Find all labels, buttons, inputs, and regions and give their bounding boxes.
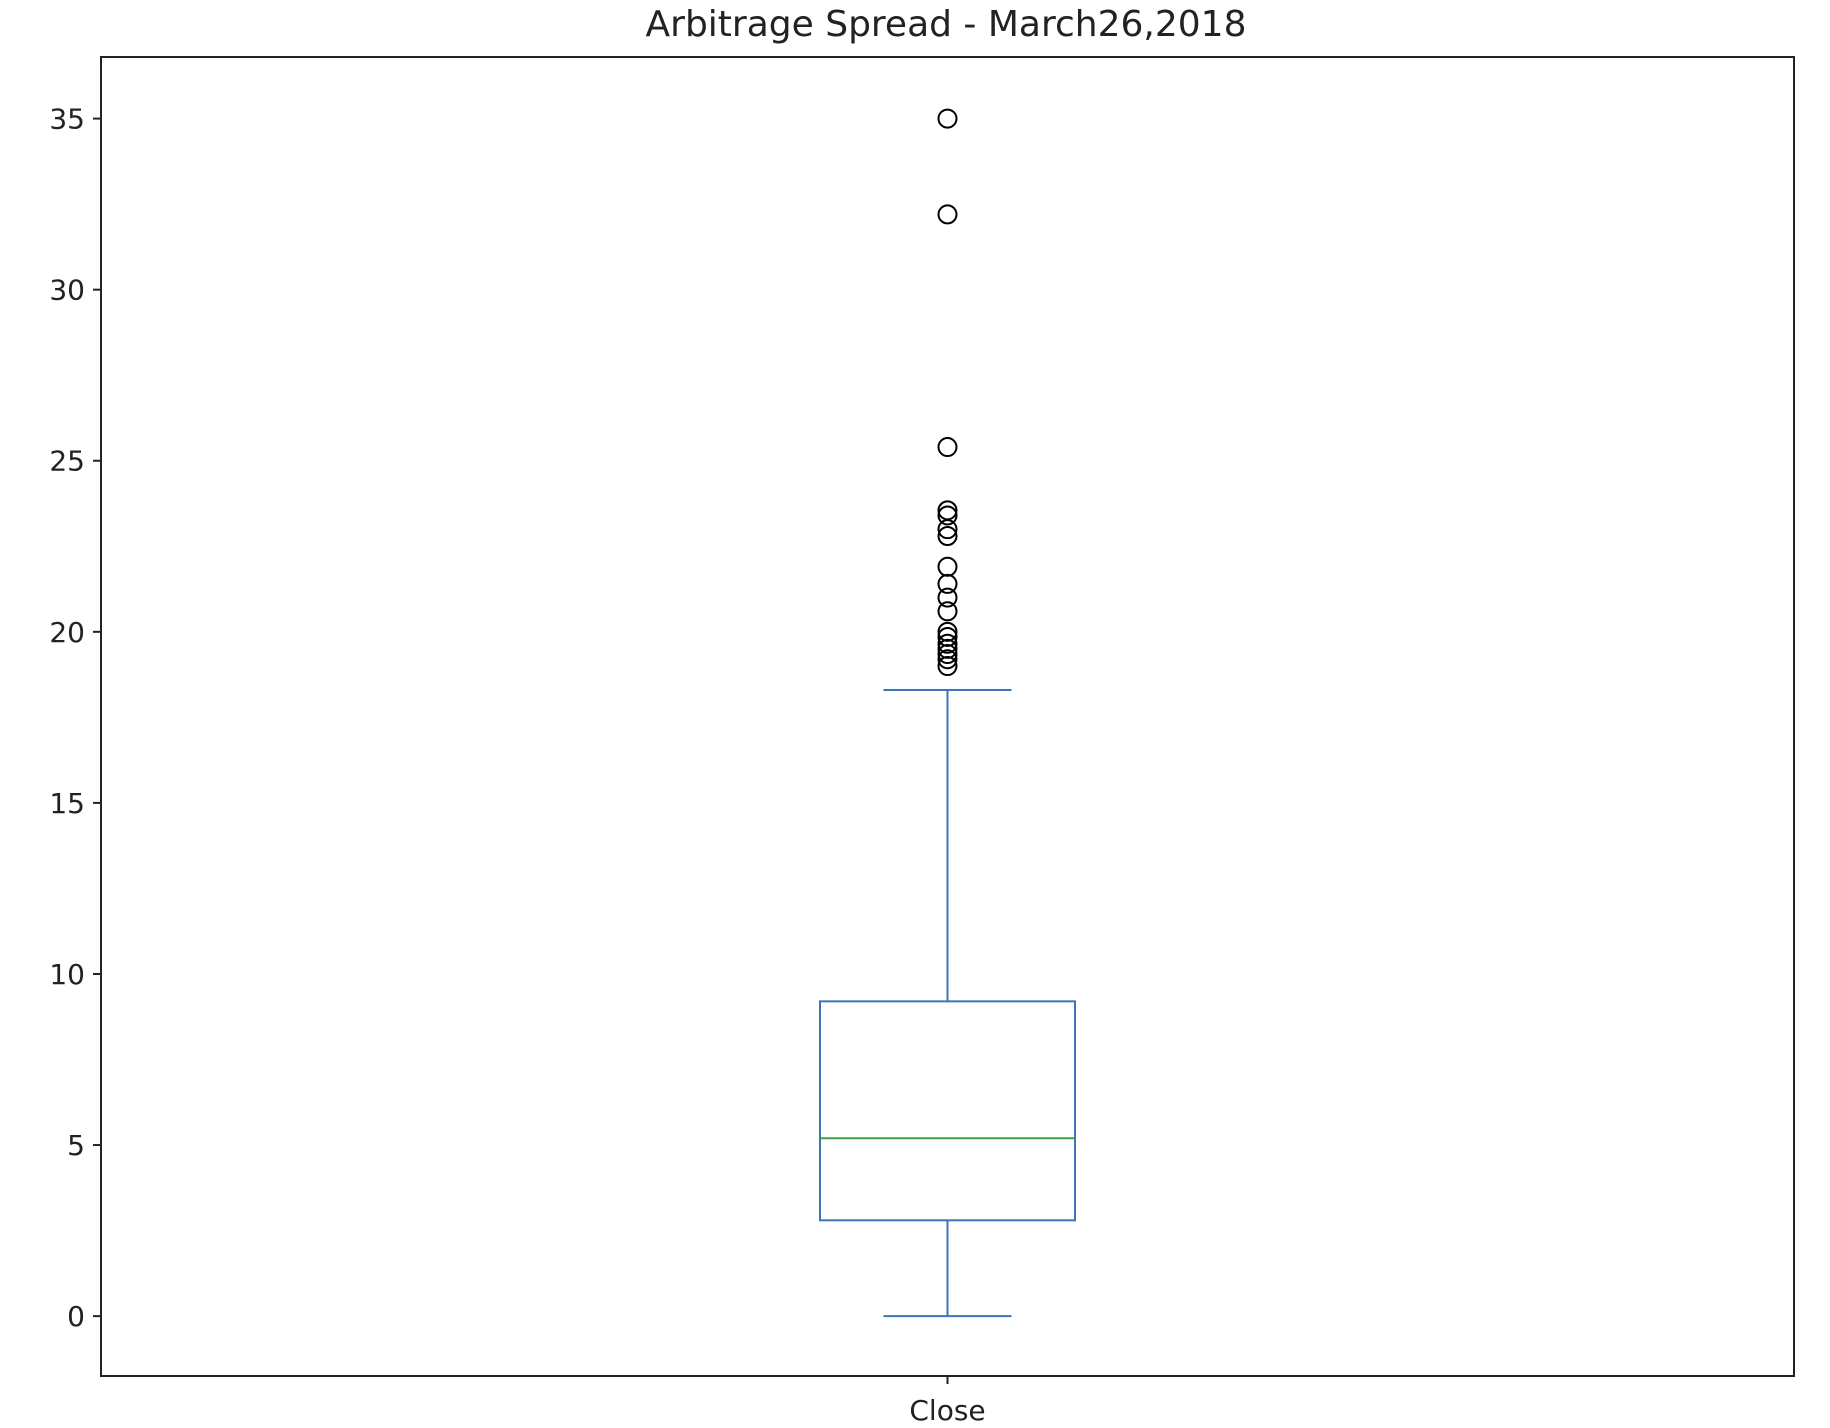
iqr-box [819, 1000, 1076, 1222]
outlier-point [937, 587, 958, 608]
y-tick-label: 30 [49, 274, 85, 307]
outlier-point [937, 633, 958, 654]
chart-title: Arbitrage Spread - March26,2018 [646, 4, 1247, 45]
y-tick-label: 5 [67, 1129, 85, 1162]
outlier-point [937, 500, 958, 521]
outlier-point [937, 204, 958, 225]
y-tick-label: 0 [67, 1300, 85, 1333]
outlier-point [937, 649, 958, 670]
outlier-point [937, 601, 958, 622]
y-tick-label: 20 [49, 616, 85, 649]
y-tick-label: 25 [49, 445, 85, 478]
y-tick-label: 35 [49, 103, 85, 136]
plot-area: 0 5 10 15 20 25 30 35 Close [49, 56, 1795, 1427]
outlier-point [937, 556, 958, 577]
outlier-point [937, 626, 958, 647]
outlier-point [937, 526, 958, 547]
outlier-point [937, 437, 958, 458]
outlier-point [937, 108, 958, 129]
y-tick-label: 15 [49, 787, 85, 820]
outlier-point [937, 621, 958, 642]
x-tick-label: Close [909, 1394, 985, 1424]
outlier-point [937, 505, 958, 526]
outlier-point [937, 573, 958, 594]
y-tick-label: 10 [49, 958, 85, 991]
